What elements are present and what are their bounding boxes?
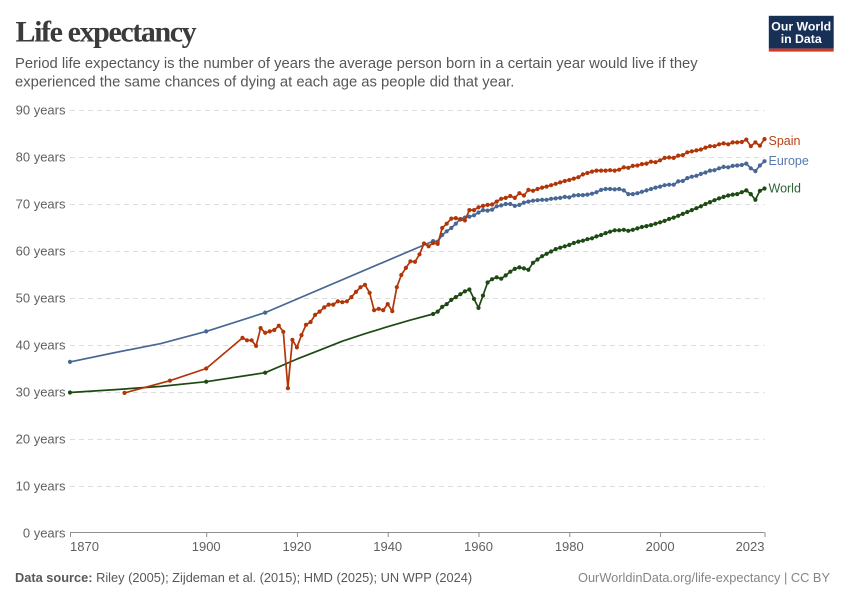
- svg-text:1980: 1980: [555, 539, 584, 554]
- svg-text:Period life expectancy is the: Period life expectancy is the number of …: [15, 56, 698, 72]
- svg-text:40 years: 40 years: [16, 338, 66, 353]
- svg-text:50 years: 50 years: [16, 291, 66, 306]
- svg-text:1940: 1940: [373, 539, 402, 554]
- svg-text:60 years: 60 years: [16, 244, 66, 259]
- svg-text:Our World: Our World: [771, 20, 831, 34]
- svg-text:90 years: 90 years: [16, 103, 66, 118]
- svg-text:0 years: 0 years: [23, 526, 66, 541]
- svg-text:1900: 1900: [192, 539, 221, 554]
- svg-text:1920: 1920: [282, 539, 311, 554]
- svg-text:experienced the same chances o: experienced the same chances of dying at…: [15, 74, 514, 90]
- svg-text:1960: 1960: [464, 539, 493, 554]
- svg-text:20 years: 20 years: [16, 432, 66, 447]
- svg-text:10 years: 10 years: [16, 479, 66, 494]
- svg-text:1870: 1870: [70, 539, 99, 554]
- svg-text:30 years: 30 years: [16, 385, 66, 400]
- svg-text:World: World: [769, 182, 801, 196]
- svg-text:Spain: Spain: [769, 134, 801, 148]
- svg-text:70 years: 70 years: [16, 197, 66, 212]
- svg-text:2000: 2000: [646, 539, 675, 554]
- svg-text:2023: 2023: [736, 539, 765, 554]
- svg-text:Data source: Riley (2005); Zij: Data source: Riley (2005); Zijdeman et a…: [15, 570, 472, 585]
- svg-text:80 years: 80 years: [16, 150, 66, 165]
- svg-text:OurWorldinData.org/life-expect: OurWorldinData.org/life-expectancy | CC …: [578, 570, 830, 585]
- svg-text:Europe: Europe: [769, 154, 809, 168]
- svg-text:Life expectancy: Life expectancy: [16, 16, 197, 49]
- svg-text:in Data: in Data: [781, 32, 822, 46]
